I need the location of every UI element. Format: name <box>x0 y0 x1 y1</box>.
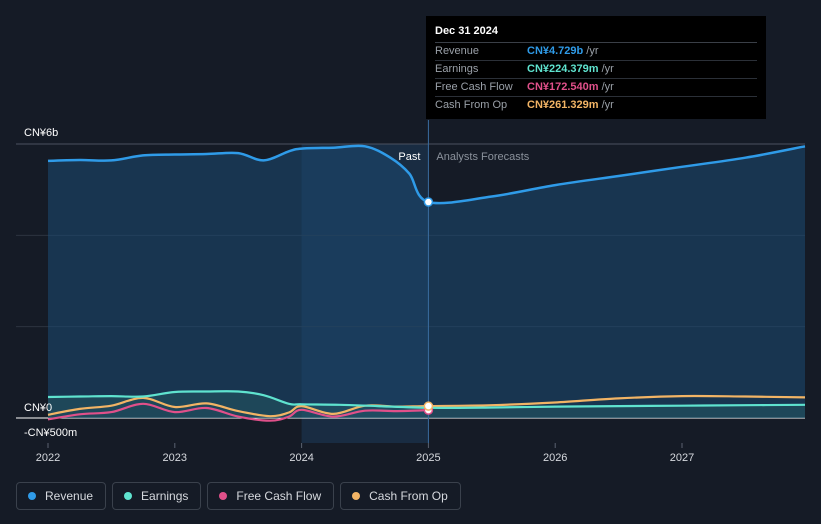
legend-label: Earnings <box>141 489 189 503</box>
cash-from-op-dot-icon <box>352 492 361 500</box>
legend-item-revenue[interactable]: Revenue <box>16 482 107 510</box>
legend-label: Free Cash Flow <box>236 489 322 503</box>
x-tick-label: 2023 <box>163 452 187 464</box>
tooltip-row-free-cash-flow: Free Cash Flow CN¥172.540m /yr <box>435 79 757 97</box>
tooltip-unit: /yr <box>601 63 614 75</box>
y-tick-label: -CN¥500m <box>24 427 77 439</box>
x-tick-label: 2025 <box>416 452 440 464</box>
tooltip-label: Earnings <box>435 63 479 75</box>
chart-svg: Past Analysts Forecasts CN¥6b CN¥0 -CN¥500m 2… <box>16 120 806 464</box>
revenue-marker <box>423 197 434 207</box>
legend: Revenue Earnings Free Cash Flow Cash Fro… <box>16 482 461 510</box>
tooltip-row-cash-from-op: Cash From Op CN¥261.329m /yr <box>435 97 757 114</box>
earnings-dot-icon <box>124 492 133 500</box>
legend-item-free-cash-flow[interactable]: Free Cash Flow <box>207 482 335 510</box>
x-tick-label: 2024 <box>289 452 313 464</box>
x-tick-label: 2026 <box>543 452 567 464</box>
free-cash-flow-line <box>47 402 429 422</box>
cash-from-op-marker <box>423 401 434 411</box>
revenue-dot-icon <box>28 492 36 500</box>
tooltip-label: Cash From Op <box>435 99 508 111</box>
cash-from-op-line <box>47 394 806 418</box>
revenue-area <box>48 145 805 418</box>
y-tick-label: CN¥0 <box>24 402 52 414</box>
tooltip-label: Free Cash Flow <box>435 81 513 93</box>
tooltip-row-earnings: Earnings CN¥224.379m /yr <box>435 61 757 79</box>
legend-item-earnings[interactable]: Earnings <box>112 482 202 510</box>
legend-label: Revenue <box>45 489 94 503</box>
tooltip: Dec 31 2024 Revenue CN¥4.729b /yr Earnin… <box>426 16 766 119</box>
x-tick-label: 2022 <box>36 452 60 464</box>
tooltip-value: CN¥4.729b <box>527 45 584 57</box>
tooltip-label: Revenue <box>435 45 480 57</box>
earnings-line <box>47 390 806 409</box>
tooltip-unit: /yr <box>601 81 614 93</box>
tooltip-date: Dec 31 2024 <box>435 24 757 43</box>
revenue-line <box>47 144 806 205</box>
tooltip-value: CN¥224.379m <box>527 63 599 75</box>
tooltip-value: CN¥261.329m <box>527 99 599 111</box>
tooltip-unit: /yr <box>601 99 614 111</box>
y-tick-label: CN¥6b <box>24 127 58 139</box>
legend-item-cash-from-op[interactable]: Cash From Op <box>340 482 461 510</box>
tooltip-row-revenue: Revenue CN¥4.729b /yr <box>435 43 757 61</box>
legend-label: Cash From Op <box>369 489 448 503</box>
x-tick-label: 2027 <box>670 452 694 464</box>
tooltip-value: CN¥172.540m <box>527 81 599 93</box>
past-label: Past <box>398 151 420 163</box>
tooltip-unit: /yr <box>586 45 599 57</box>
forecast-label: Analysts Forecasts <box>436 151 529 163</box>
free-cash-flow-dot-icon <box>219 492 228 500</box>
